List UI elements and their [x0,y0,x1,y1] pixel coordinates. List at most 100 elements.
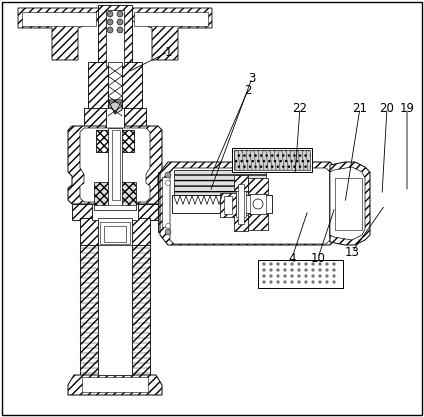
Circle shape [107,11,113,17]
Bar [108,128,122,208]
Circle shape [312,274,315,277]
Bar [96,130,134,152]
Bar [335,178,362,230]
Circle shape [165,172,171,178]
Bar [106,108,124,128]
Polygon shape [109,100,122,114]
Circle shape [290,281,293,284]
Bar [248,178,268,194]
Circle shape [312,269,315,271]
Polygon shape [108,100,123,114]
Bar [72,204,92,220]
Text: 13: 13 [345,246,360,259]
Bar [132,245,150,375]
Bar [250,194,266,214]
Bar [174,170,266,195]
Circle shape [117,19,123,25]
Bar [94,182,136,210]
Bar [98,245,132,375]
Circle shape [276,269,279,271]
Bar [224,196,232,214]
Circle shape [304,262,307,266]
Circle shape [262,281,265,284]
Circle shape [165,181,170,186]
Circle shape [332,281,335,284]
Bar [82,377,148,392]
Bar [104,226,126,242]
Bar [108,62,122,110]
Text: 4: 4 [288,251,296,264]
Circle shape [298,269,301,271]
Text: 20: 20 [379,101,394,115]
Polygon shape [68,126,162,204]
Bar [138,204,158,220]
Bar [88,62,108,110]
Bar [162,177,170,227]
Circle shape [107,27,113,33]
Text: 19: 19 [399,101,415,115]
Circle shape [284,262,287,266]
Circle shape [304,281,307,284]
Bar [22,12,96,26]
Circle shape [326,269,329,271]
Circle shape [284,269,287,271]
Bar [172,195,272,213]
Circle shape [165,229,171,235]
Bar [158,172,174,232]
Circle shape [270,274,273,277]
Text: 2: 2 [244,83,252,96]
Circle shape [326,281,329,284]
Circle shape [270,269,273,271]
Circle shape [332,269,335,271]
Bar [234,215,248,231]
Text: 22: 22 [293,101,307,115]
Bar [112,130,120,200]
Bar [80,218,98,246]
Circle shape [312,262,315,266]
Circle shape [318,274,321,277]
Bar [258,260,343,288]
Circle shape [326,274,329,277]
Bar [98,218,132,246]
Circle shape [270,262,273,266]
Polygon shape [170,168,330,244]
Circle shape [284,274,287,277]
Circle shape [253,199,263,209]
Bar [98,5,132,67]
Polygon shape [330,162,370,245]
Circle shape [332,262,335,266]
Circle shape [276,274,279,277]
Circle shape [298,274,301,277]
Circle shape [262,262,265,266]
Bar [232,148,312,172]
Polygon shape [109,102,121,114]
Circle shape [290,274,293,277]
Circle shape [332,274,335,277]
Circle shape [117,11,123,17]
Circle shape [290,269,293,271]
Bar [234,150,310,170]
Circle shape [262,269,265,271]
Circle shape [318,262,321,266]
Polygon shape [68,375,162,395]
Bar [124,108,146,128]
Bar [234,175,248,191]
Bar [236,191,246,217]
Bar [100,222,130,244]
Circle shape [318,281,321,284]
Text: 21: 21 [352,101,368,115]
Bar [134,12,208,26]
Polygon shape [330,167,365,240]
Circle shape [304,274,307,277]
Circle shape [312,281,315,284]
Bar [92,204,138,220]
Text: 3: 3 [248,71,256,85]
Bar [248,214,268,230]
Circle shape [270,281,273,284]
Bar [84,108,106,128]
Circle shape [326,262,329,266]
Bar [132,218,150,246]
Circle shape [284,281,287,284]
Bar [220,193,236,217]
Text: 10: 10 [310,251,326,264]
